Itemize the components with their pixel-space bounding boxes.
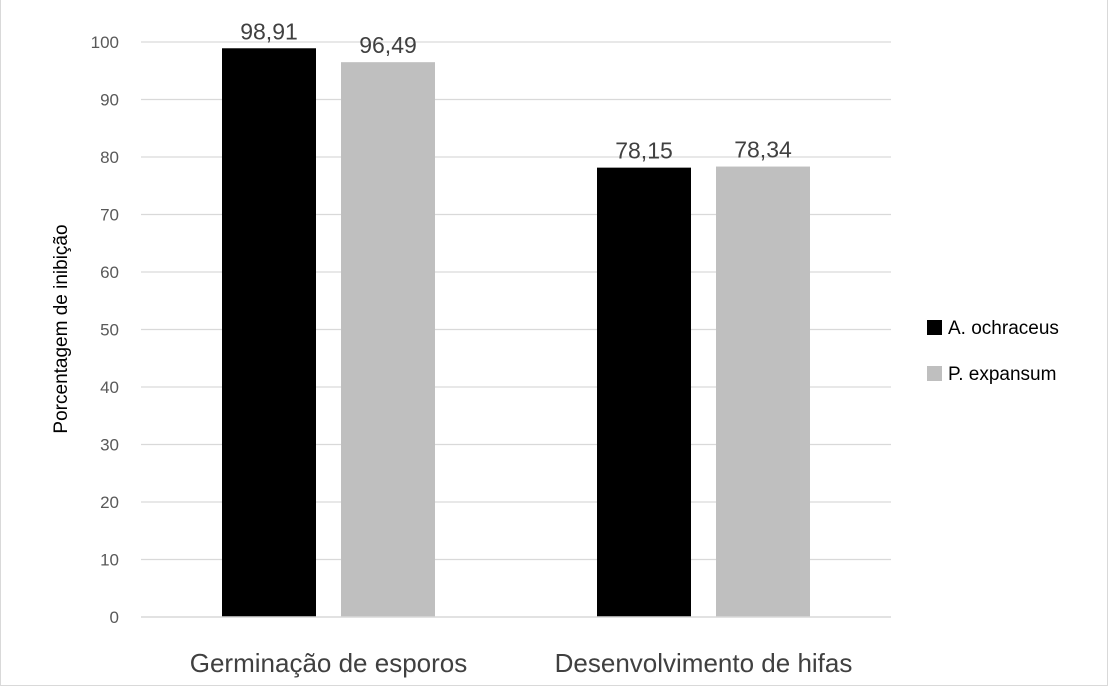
y-tick-label: 40 bbox=[100, 378, 119, 397]
y-tick-label: 30 bbox=[100, 436, 119, 455]
y-tick-label: 90 bbox=[100, 91, 119, 110]
legend: A. ochraceus P. expansum bbox=[927, 318, 1059, 385]
y-tick-label: 0 bbox=[110, 608, 119, 627]
y-tick-label: 80 bbox=[100, 148, 119, 167]
data-label: 78,15 bbox=[615, 138, 673, 164]
y-axis-title: Porcentagem de inibição bbox=[51, 224, 72, 433]
data-label: 78,34 bbox=[734, 137, 792, 163]
x-axis-categories: Germinação de esporos Desenvolvimento de … bbox=[190, 648, 853, 678]
y-axis-ticks: 0 10 20 30 40 50 60 70 80 90 100 bbox=[91, 33, 119, 627]
y-tick-label: 50 bbox=[100, 321, 119, 340]
bar bbox=[341, 62, 435, 618]
legend-label: P. expansum bbox=[948, 364, 1056, 385]
y-tick-label: 70 bbox=[100, 206, 119, 225]
data-label: 96,49 bbox=[359, 32, 417, 58]
legend-label: A. ochraceus bbox=[948, 318, 1059, 339]
data-label: 98,91 bbox=[240, 18, 298, 44]
bars bbox=[222, 48, 810, 618]
legend-swatch bbox=[927, 366, 942, 381]
y-tick-label: 60 bbox=[100, 263, 119, 282]
bar bbox=[222, 48, 316, 617]
y-tick-label: 100 bbox=[91, 33, 119, 52]
bar bbox=[597, 167, 691, 617]
bar bbox=[716, 166, 810, 618]
x-category-label: Germinação de esporos bbox=[190, 648, 467, 678]
data-labels: 98,91 96,49 78,15 78,34 bbox=[240, 18, 792, 163]
x-category-label: Desenvolvimento de hifas bbox=[555, 648, 853, 678]
y-tick-label: 10 bbox=[100, 551, 119, 570]
y-tick-label: 20 bbox=[100, 493, 119, 512]
legend-swatch bbox=[927, 320, 942, 335]
